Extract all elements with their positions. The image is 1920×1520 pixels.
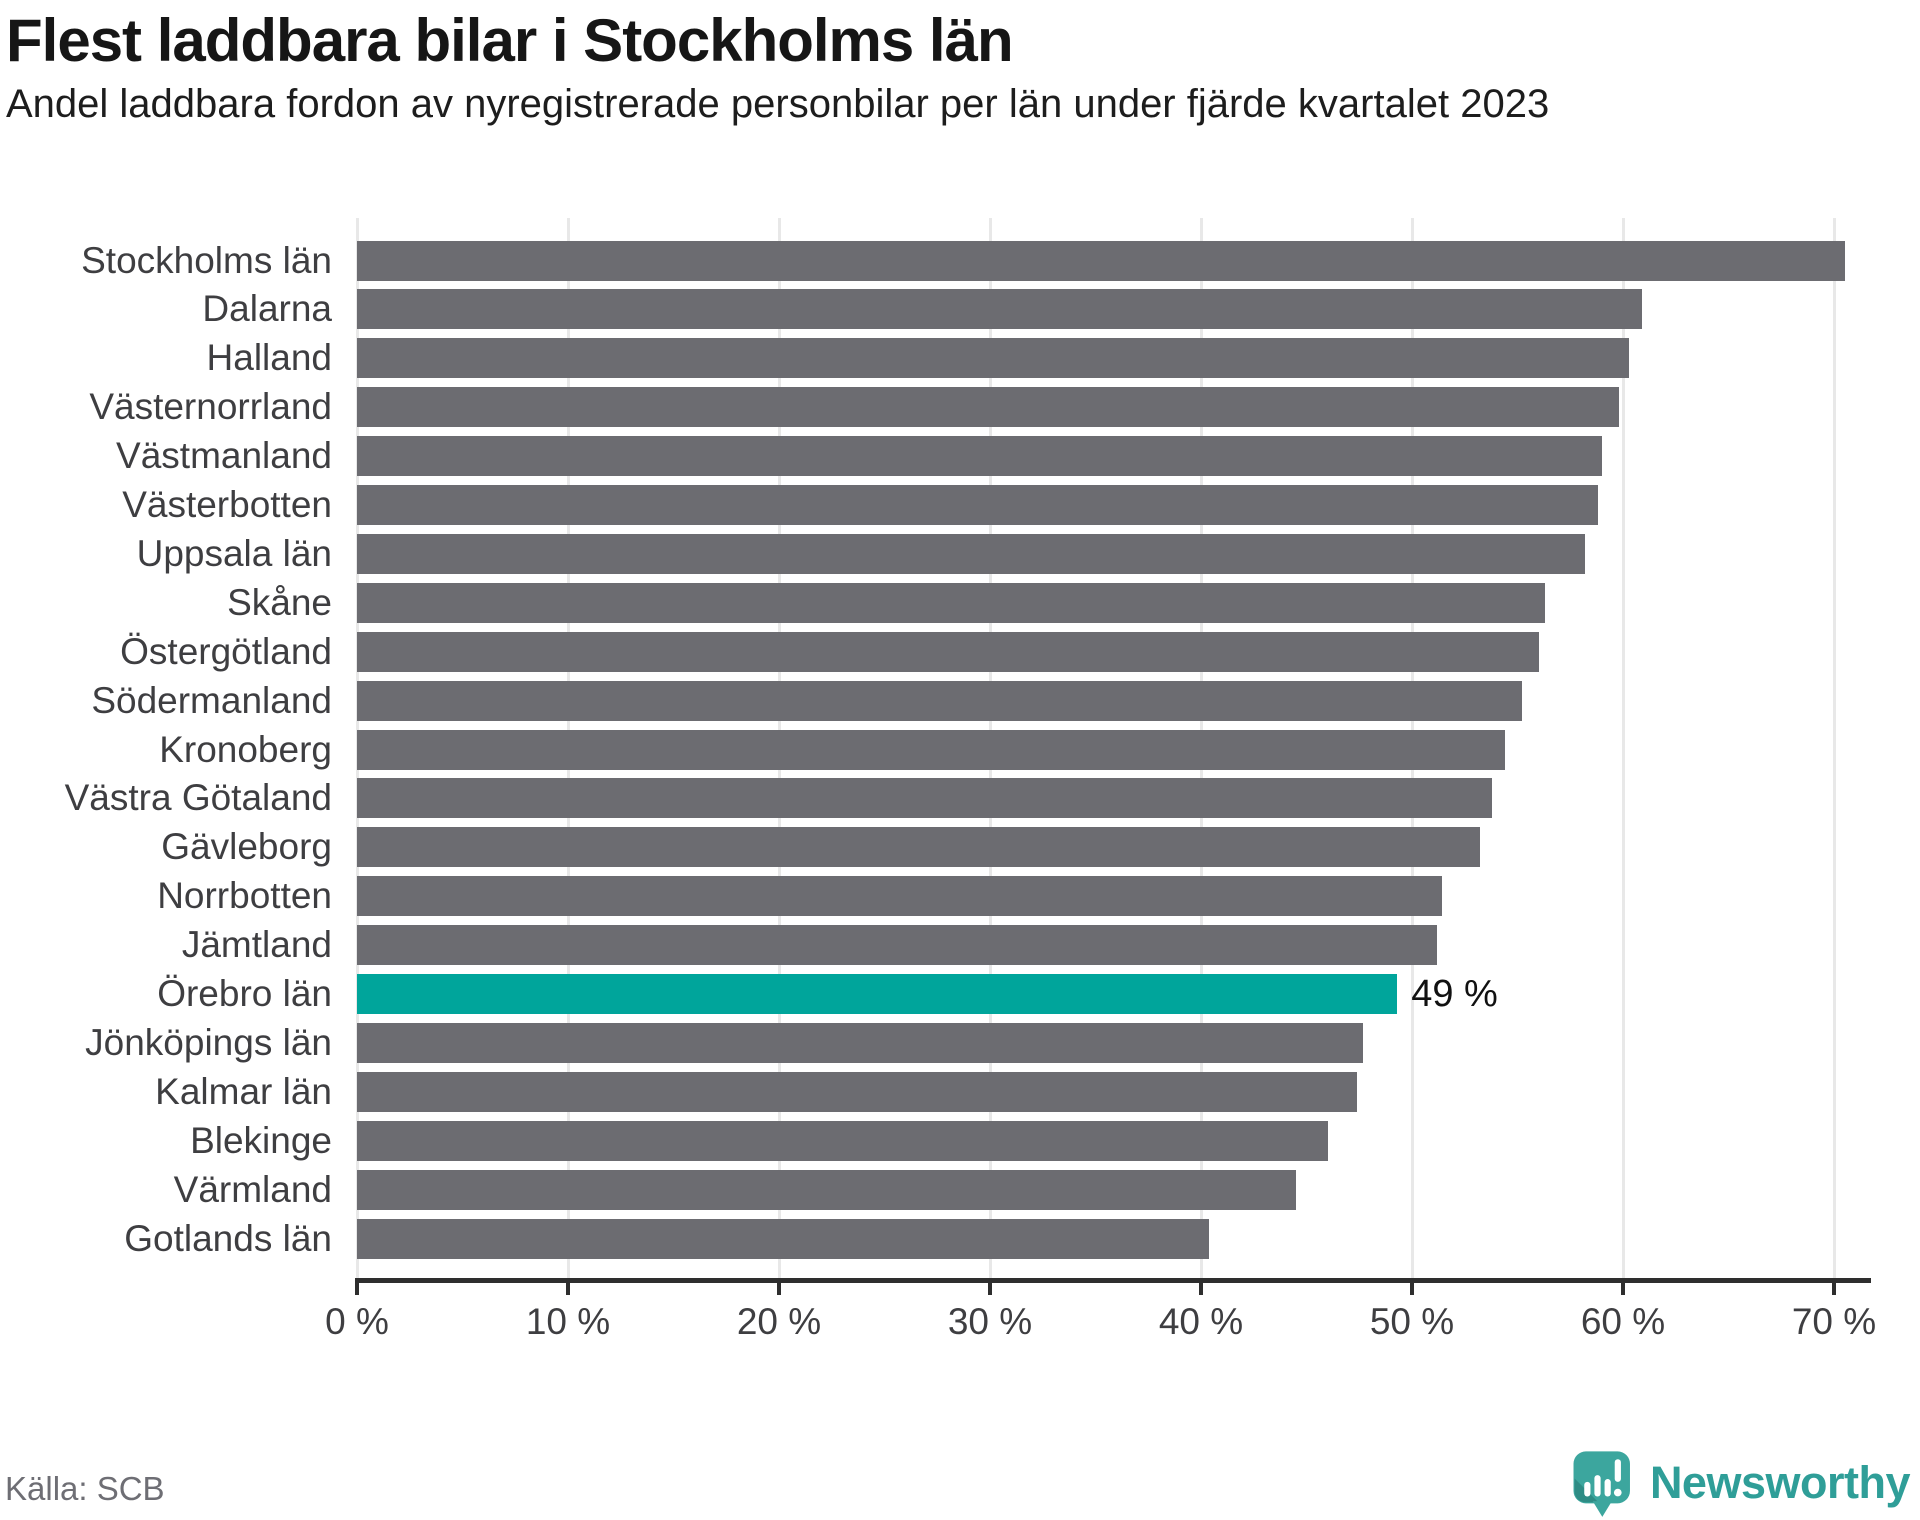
bar: [357, 925, 1438, 966]
category-label: Gotlands län: [124, 1217, 332, 1259]
axis-tick-label: 30 %: [947, 1301, 1033, 1342]
chart-subtitle: Andel laddbara fordon av nyregistrerade …: [6, 82, 1550, 126]
category-label: Västerbotten: [122, 484, 332, 525]
bar: [357, 485, 1598, 525]
category-label: Örebro län: [157, 973, 332, 1014]
category-label: Västernorrland: [89, 386, 332, 428]
axis-tick-label: 70 %: [1791, 1301, 1877, 1342]
category-label: Dalarna: [202, 288, 332, 330]
bar: [357, 876, 1442, 917]
axis-tick: [1410, 1278, 1414, 1295]
category-label: Uppsala län: [136, 532, 332, 574]
bar: [357, 1120, 1328, 1161]
category-label: Blekinge: [190, 1119, 332, 1161]
newsworthy-logo: Newsworthy: [1570, 1448, 1911, 1518]
bar: [357, 240, 1845, 281]
bar: [357, 778, 1493, 819]
bar: [357, 387, 1619, 428]
source-note: Källa: SCB: [5, 1470, 165, 1507]
axis-tick-label: 0 %: [325, 1301, 389, 1342]
highlighted-bar: 49 %: [357, 974, 1498, 1014]
axis-tick: [988, 1278, 992, 1295]
category-label: Gävleborg: [161, 826, 332, 868]
category-label: Jönköpings län: [85, 1021, 332, 1063]
category-label: Kalmar län: [155, 1070, 332, 1112]
bar: [357, 827, 1480, 868]
bar: [357, 533, 1586, 574]
category-label: Södermanland: [91, 679, 332, 721]
axis-tick: [1832, 1278, 1836, 1295]
bar: [357, 1218, 1210, 1259]
category-label: Jämtland: [181, 924, 332, 966]
bar: [357, 631, 1539, 672]
bar: [357, 582, 1545, 623]
category-label: Skåne: [227, 581, 332, 623]
category-label: Östergötland: [120, 630, 332, 672]
axis-tick: [777, 1278, 781, 1295]
bar: [357, 338, 1630, 379]
category-label: Stockholms län: [81, 239, 332, 281]
axis-tick: [1621, 1278, 1625, 1295]
axis-tick-label: 10 %: [525, 1301, 611, 1342]
axis-tick-label: 60 %: [1580, 1301, 1666, 1342]
newsworthy-wordmark: Newsworthy: [1649, 1457, 1911, 1508]
bar: [357, 680, 1522, 721]
newsworthy-logo-icon: [1573, 1451, 1630, 1517]
axis-tick-label: 40 %: [1158, 1301, 1244, 1342]
category-label: Norrbotten: [157, 875, 332, 917]
gridline: [1832, 218, 1836, 1280]
category-label: Västra Götaland: [64, 777, 332, 819]
chart-title: Flest laddbara bilar i Stockholms län: [6, 7, 1014, 74]
category-label: Halland: [206, 337, 332, 379]
plot-area: 49 %: [355, 218, 1869, 1280]
bar: [357, 1022, 1364, 1063]
gridline: [1621, 218, 1625, 1280]
axis-tick: [355, 1278, 359, 1295]
axis-tick: [566, 1278, 570, 1295]
axis-tick: [1199, 1278, 1203, 1295]
bar: [357, 436, 1602, 477]
axis-tick-label: 20 %: [736, 1301, 822, 1342]
bar-value-label: 49 %: [1411, 973, 1498, 1015]
bar: [357, 1071, 1358, 1112]
bar: [357, 1169, 1296, 1210]
bar: [357, 729, 1505, 770]
axis-line: [355, 1278, 1871, 1283]
axis-tick-label: 50 %: [1369, 1301, 1455, 1342]
category-label: Västmanland: [116, 435, 332, 477]
category-label: Kronoberg: [159, 728, 332, 770]
bar: [357, 289, 1642, 330]
category-label: Värmland: [173, 1168, 332, 1210]
